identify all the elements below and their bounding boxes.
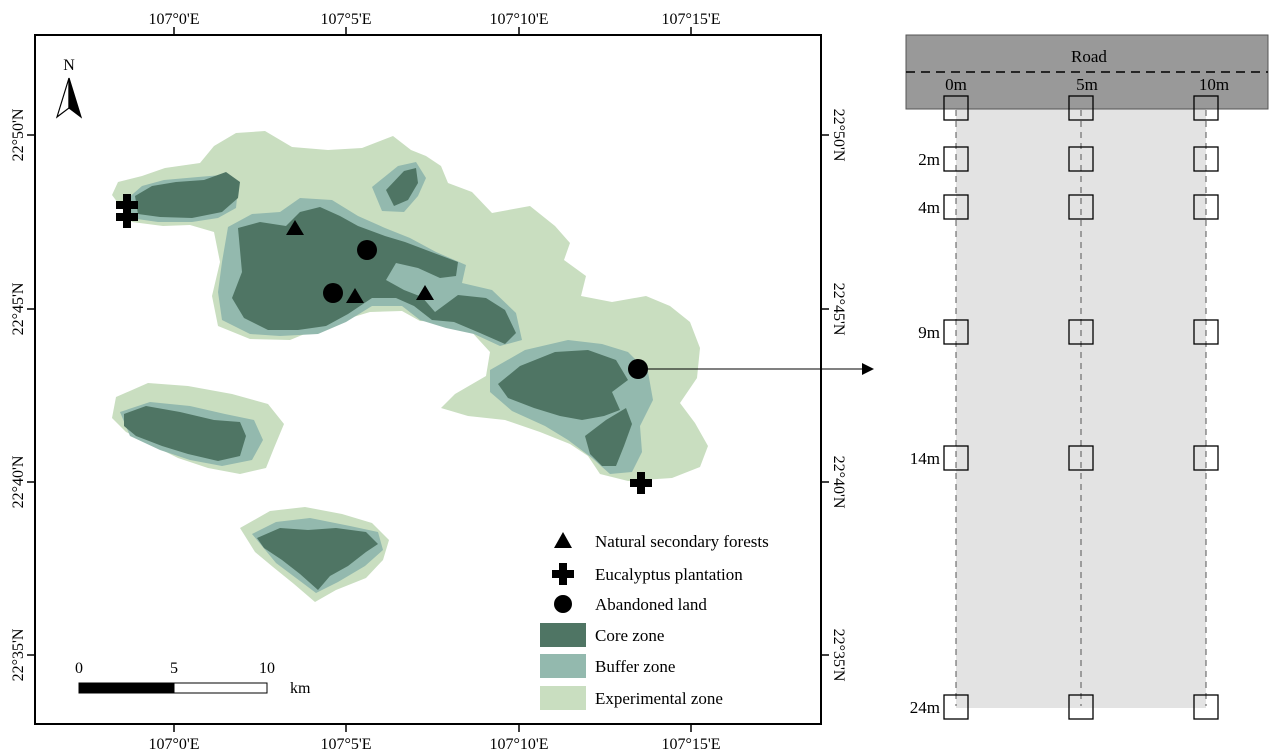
quadrat	[943, 319, 969, 345]
cross-icon	[116, 206, 138, 228]
scale-label-10: 10	[259, 660, 275, 677]
bottom-tick-label: 107°0'E	[148, 736, 199, 751]
bottom-tick-label: 107°5'E	[320, 736, 371, 751]
circle-icon	[628, 359, 648, 379]
legend: Natural secondary forests Eucalyptus pla…	[540, 532, 769, 710]
road-label: Road	[1071, 47, 1107, 66]
cross-icon	[630, 472, 652, 494]
scale-bar: 0 5 10 km	[75, 660, 311, 697]
circle-icon	[323, 283, 343, 303]
triangle-icon	[286, 220, 304, 235]
top-tick-label: 107°15'E	[661, 11, 720, 28]
scale-unit: km	[290, 680, 311, 697]
quadrat	[1068, 146, 1094, 172]
quadrat	[1193, 445, 1219, 471]
top-tick-label: 107°5'E	[320, 11, 371, 28]
distance-label: 9m	[918, 323, 940, 342]
distance-label: 14m	[910, 449, 940, 468]
cross-icon	[116, 194, 138, 216]
sample-points	[116, 194, 652, 494]
quadrat	[943, 445, 969, 471]
circle-icon	[357, 240, 377, 260]
top-tick-label: 107°0'E	[148, 11, 199, 28]
top-tick-label: 107°10'E	[489, 11, 548, 28]
quadrat	[1068, 445, 1094, 471]
quadrat	[1068, 194, 1094, 220]
quadrat	[1193, 694, 1219, 720]
left-tick-label: 22°50'N	[10, 108, 27, 161]
legend-triangle-icon	[554, 532, 572, 548]
scale-label-0: 0	[75, 660, 83, 677]
legend-label: Buffer zone	[595, 657, 675, 676]
quadrat	[1193, 95, 1219, 121]
right-tick-label: 22°45'N	[830, 283, 847, 336]
distance-label: 2m	[918, 150, 940, 169]
north-label: N	[63, 57, 75, 74]
legend-label: Eucalyptus plantation	[595, 565, 743, 584]
right-tick-label: 22°40'N	[830, 456, 847, 509]
legend-label: Abandoned land	[595, 595, 707, 614]
legend-core-swatch	[540, 623, 586, 647]
map-panel: N 0 5 10 km 107°0'E 107°5'E 107°10'E 107…	[10, 11, 874, 751]
column-label: 0m	[945, 75, 967, 94]
column-label: 5m	[1076, 75, 1098, 94]
quadrat	[1193, 194, 1219, 220]
quadrat	[1193, 146, 1219, 172]
quadrat	[1068, 319, 1094, 345]
legend-buffer-swatch	[540, 654, 586, 678]
transect-lines	[955, 110, 1207, 706]
column-label: 10m	[1199, 75, 1229, 94]
quadrat	[943, 194, 969, 220]
distance-label: 24m	[910, 698, 940, 717]
north-arrow: N	[55, 57, 83, 119]
legend-label: Natural secondary forests	[595, 532, 769, 551]
bottom-tick-label: 107°10'E	[489, 736, 548, 751]
legend-cross-icon	[552, 563, 574, 585]
left-tick-label: 22°45'N	[10, 282, 27, 335]
distance-label: 4m	[918, 198, 940, 217]
legend-label: Experimental zone	[595, 689, 723, 708]
site-connector-arrow	[640, 363, 874, 375]
legend-label: Core zone	[595, 626, 664, 645]
quadrat	[943, 694, 969, 720]
triangle-icon	[346, 288, 364, 303]
right-tick-label: 22°50'N	[830, 109, 847, 162]
right-tick-label: 22°35'N	[830, 629, 847, 682]
left-tick-label: 22°40'N	[10, 455, 27, 508]
left-tick-label: 22°35'N	[10, 628, 27, 681]
quadrats	[943, 95, 1219, 720]
quadrat	[943, 95, 969, 121]
plot-design-panel: Road 0m 5m 10m	[905, 34, 1269, 720]
quadrat	[1193, 319, 1219, 345]
frame-ticks	[27, 27, 829, 732]
quadrat	[943, 146, 969, 172]
quadrat	[1068, 95, 1094, 121]
quadrat	[1068, 694, 1094, 720]
triangle-icon	[416, 285, 434, 300]
core-zone-area	[124, 168, 632, 590]
scale-label-5: 5	[170, 660, 178, 677]
legend-experimental-swatch	[540, 686, 586, 710]
bottom-tick-label: 107°15'E	[661, 736, 720, 751]
map-frame	[34, 34, 822, 725]
legend-circle-icon	[554, 595, 572, 613]
